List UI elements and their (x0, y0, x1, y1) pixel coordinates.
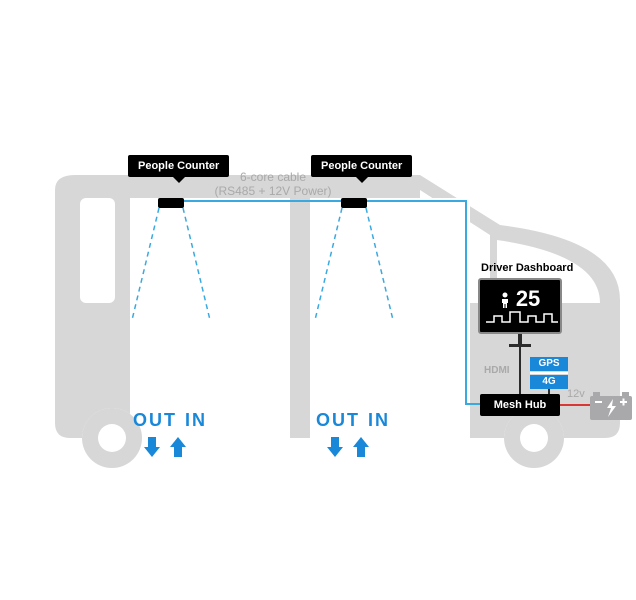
gps-badge: GPS (530, 357, 568, 371)
badge-divider (530, 372, 568, 374)
hdmi-label: HDMI (484, 365, 510, 376)
person-icon (500, 292, 510, 308)
battery-icon (590, 388, 632, 420)
dashboard-stand (518, 334, 522, 344)
dashboard-title: Driver Dashboard (481, 262, 573, 274)
dashboard-screen: 25 (478, 278, 562, 334)
dashboard-chart (486, 308, 558, 326)
diagram-canvas: 6-core cable (RS485 + 12V Power) People … (0, 0, 636, 600)
mesh-hub: Mesh Hub (480, 394, 560, 416)
hdmi-cable (519, 347, 521, 394)
lte-badge: 4G (530, 375, 568, 389)
batt-voltage: 12v (567, 388, 585, 400)
